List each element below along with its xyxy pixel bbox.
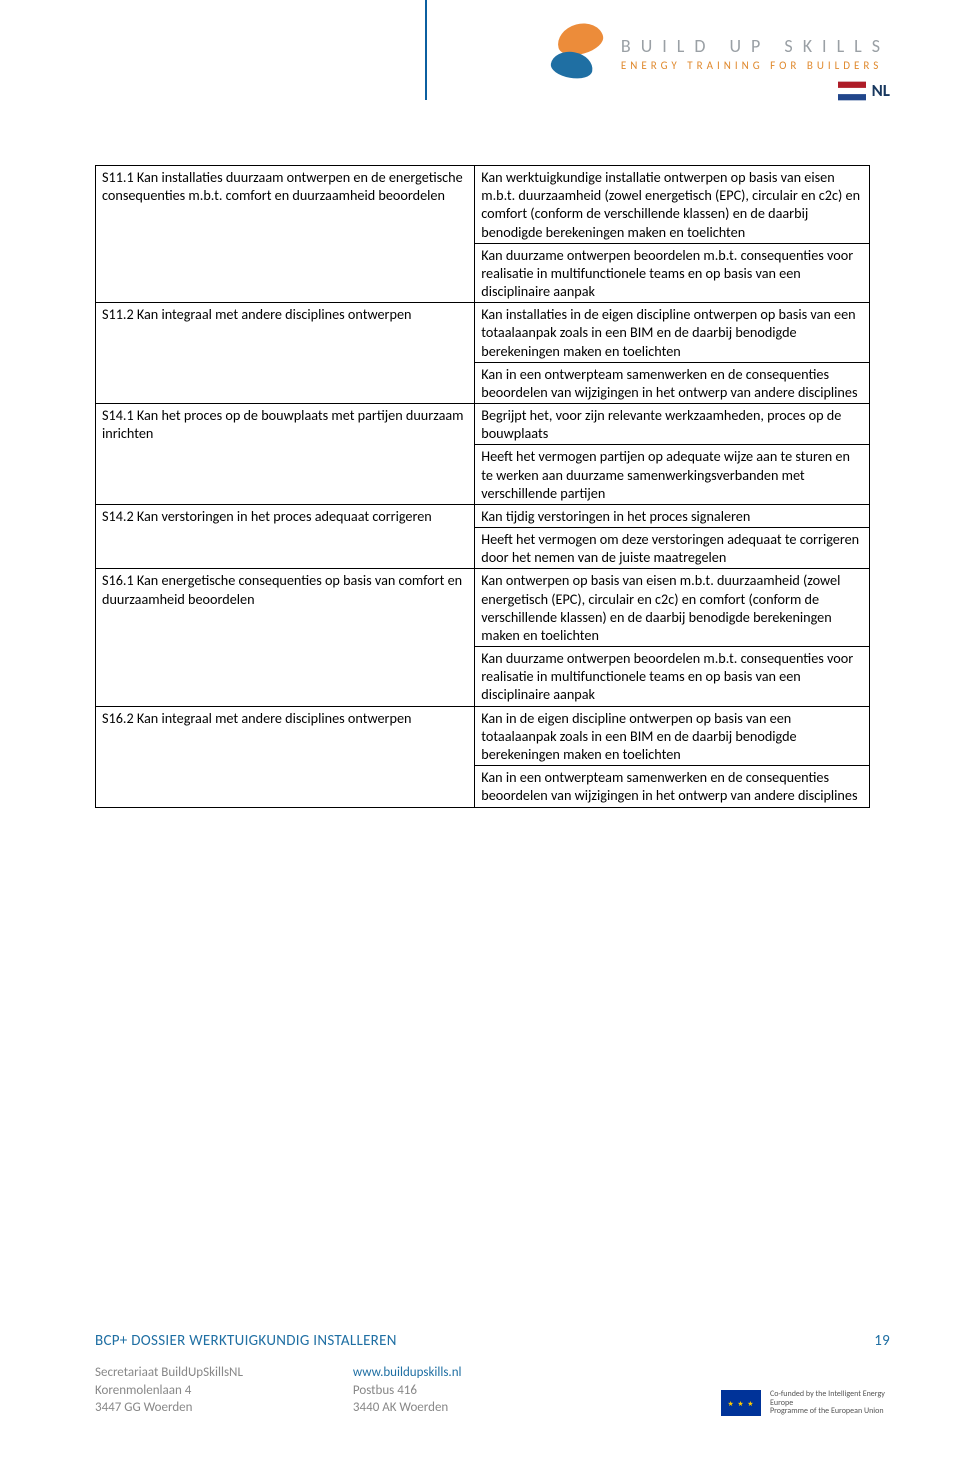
- table-row: S16.2 Kan integraal met andere disciplin…: [96, 706, 870, 766]
- table-row: S14.1 Kan het proces op de bouwplaats me…: [96, 404, 870, 445]
- locale-badge: NL: [838, 80, 890, 101]
- brand-subtitle: ENERGY TRAINING FOR BUILDERS: [621, 59, 890, 72]
- footer-pobox-city: 3440 AK Woerden: [353, 1399, 462, 1417]
- footer-pobox: Postbus 416: [353, 1382, 462, 1400]
- brand-logo-icon: [547, 18, 609, 88]
- competency-left-cell: S14.1 Kan het proces op de bouwplaats me…: [96, 404, 475, 505]
- competency-right-cell: Kan ontwerpen op basis van eisen m.b.t. …: [475, 569, 870, 647]
- footer-page-number: 19: [874, 1332, 890, 1350]
- footer-url[interactable]: www.buildupskills.nl: [353, 1364, 462, 1382]
- brand-block: BUILD UP SKILLS ENERGY TRAINING FOR BUIL…: [547, 18, 890, 88]
- table-row: S16.1 Kan energetische consequenties op …: [96, 569, 870, 647]
- eu-cofunding-block: ★ ★ ★ Co-funded by the Intelligent Energ…: [720, 1389, 890, 1417]
- competency-right-cell: Heeft het vermogen partijen op adequate …: [475, 445, 870, 505]
- competency-left-cell: S16.2 Kan integraal met andere disciplin…: [96, 706, 475, 807]
- competency-left-cell: S14.2 Kan verstoringen in het proces ade…: [96, 504, 475, 569]
- eu-flag-icon: ★ ★ ★: [720, 1389, 762, 1417]
- eu-line-2: Programme of the European Union: [770, 1407, 890, 1416]
- table-row: S11.1 Kan installaties duurzaam ontwerpe…: [96, 166, 870, 244]
- competency-table: S11.1 Kan installaties duurzaam ontwerpe…: [95, 165, 870, 808]
- footer-col-1: Secretariaat BuildUpSkillsNL Korenmolenl…: [95, 1364, 243, 1417]
- competency-right-cell: Kan duurzame ontwerpen beoordelen m.b.t.…: [475, 243, 870, 303]
- competency-right-cell: Kan duurzame ontwerpen beoordelen m.b.t.…: [475, 647, 870, 707]
- competency-right-cell: Kan in een ontwerpteam samenwerken en de…: [475, 766, 870, 807]
- competency-right-cell: Begrijpt het, voor zijn relevante werkza…: [475, 404, 870, 445]
- competency-left-cell: S11.1 Kan installaties duurzaam ontwerpe…: [96, 166, 475, 303]
- header-divider: [425, 0, 427, 100]
- footer-col-2: www.buildupskills.nl Postbus 416 3440 AK…: [353, 1364, 462, 1417]
- page-footer: BCP+ DOSSIER WERKTUIGKUNDIG INSTALLEREN …: [95, 1332, 890, 1417]
- competency-right-cell: Heeft het vermogen om deze verstoringen …: [475, 528, 870, 569]
- nl-flag-icon: [838, 81, 866, 101]
- competency-right-cell: Kan installaties in de eigen discipline …: [475, 303, 870, 363]
- competency-right-cell: Kan in de eigen discipline ontwerpen op …: [475, 706, 870, 766]
- competency-right-cell: Kan werktuigkundige installatie ontwerpe…: [475, 166, 870, 244]
- eu-line-1: Co-funded by the Intelligent Energy Euro…: [770, 1390, 890, 1408]
- table-row: S14.2 Kan verstoringen in het proces ade…: [96, 504, 870, 527]
- page-header: BUILD UP SKILLS ENERGY TRAINING FOR BUIL…: [0, 0, 960, 145]
- table-row: S11.2 Kan integraal met andere disciplin…: [96, 303, 870, 363]
- locale-label: NL: [872, 80, 890, 101]
- competency-left-cell: S11.2 Kan integraal met andere disciplin…: [96, 303, 475, 404]
- competency-right-cell: Kan in een ontwerpteam samenwerken en de…: [475, 362, 870, 403]
- competency-right-cell: Kan tijdig verstoringen in het proces si…: [475, 504, 870, 527]
- footer-postcode: 3447 GG Woerden: [95, 1399, 243, 1417]
- footer-org: Secretariaat BuildUpSkillsNL: [95, 1364, 243, 1382]
- footer-doc-title: BCP+ DOSSIER WERKTUIGKUNDIG INSTALLEREN: [95, 1332, 397, 1350]
- content-area: S11.1 Kan installaties duurzaam ontwerpe…: [0, 145, 960, 808]
- brand-title: BUILD UP SKILLS: [621, 35, 890, 57]
- footer-street: Korenmolenlaan 4: [95, 1382, 243, 1400]
- competency-left-cell: S16.1 Kan energetische consequenties op …: [96, 569, 475, 706]
